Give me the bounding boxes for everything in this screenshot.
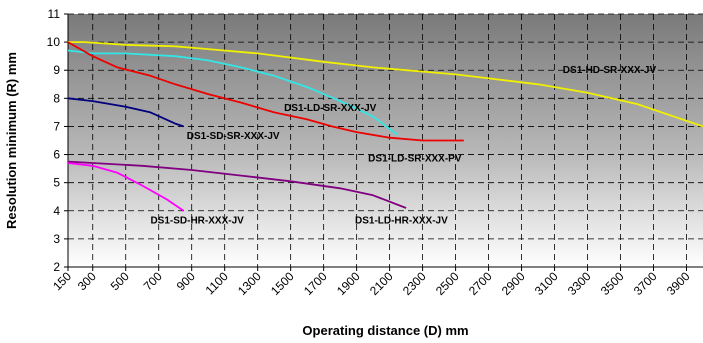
x-tick-label: 700 [141,269,165,293]
series-label-ds1-hd-sr-xxx-jv: DS1-HD-SR-XXX-JV [563,65,657,76]
y-tick-label: 7 [53,119,60,133]
x-tick-label: 300 [75,269,99,293]
x-tick-label: 1500 [268,269,297,298]
y-tick-label: 4 [53,204,60,218]
series-line-ds1-sd-hr-xxx-jv [67,162,185,212]
x-tick-label: 2700 [466,269,495,298]
series-label-ds1-sd-hr-xxx-jv: DS1-SD-HR-XXX-JV [150,215,244,226]
x-tick-label: 3700 [631,269,660,298]
series-line-ds1-sd-sr-xxx-jv [67,97,184,128]
series-labels: DS1-HD-SR-XXX-JV DS1-LD-SR-XXX-JV DS1-LD-S… [150,65,656,226]
x-tick-label: 3300 [565,269,594,298]
y-tick-label: 2 [53,260,60,274]
x-tick-label: 3900 [664,269,693,298]
x-tick-label: 2100 [367,269,396,298]
gridlines [68,13,703,267]
x-tick-label: 2500 [433,269,462,298]
series-label-ds1-ld-sr-xxx-pv: DS1-LD-SR-XXX-PV [368,154,462,165]
y-tick-label: 9 [53,63,60,77]
x-tick-label: 1700 [301,269,330,298]
x-tick-label: 500 [108,269,132,293]
y-tick-label: 11 [48,7,61,21]
series-line-ds1-ld-sr-xxx-pv [67,41,464,142]
series-lines [67,41,703,212]
x-tick-label: 1300 [235,269,264,298]
x-tick-label: 1100 [203,269,231,297]
x-tick-label: 3500 [598,269,627,298]
series-line-ds1-hd-sr-xxx-jv [68,41,703,128]
series-label-ds1-ld-hr-xxx-jv: DS1-LD-HR-XXX-JV [355,215,448,226]
x-tick-label: 2300 [400,269,429,298]
series-label-ds1-ld-sr-xxx-jv: DS1-LD-SR-XXX-JV [284,103,377,114]
y-axis-title: Resolution minimum (R) mm [4,52,19,229]
series-label-ds1-sd-sr-xxx-jv: DS1-SD-SR-XXX-JV [187,131,280,142]
series-line-ds1-ld-sr-xxx-jv [67,49,399,136]
y-tick-label: 8 [53,91,60,105]
x-tick-label: 1900 [334,269,363,298]
x-tick-label: 3100 [532,269,561,298]
y-tick-label: 3 [53,232,60,246]
x-tick-label: 900 [174,269,198,293]
y-tick-label: 5 [53,176,60,190]
x-axis-title: Operating distance (D) mm [302,323,468,338]
x-tick-label: 2900 [499,269,528,298]
y-tick-label: 6 [53,148,60,162]
plot-area [68,14,703,267]
y-tick-label: 10 [47,35,61,49]
series-line-ds1-ld-hr-xxx-jv [67,160,407,209]
